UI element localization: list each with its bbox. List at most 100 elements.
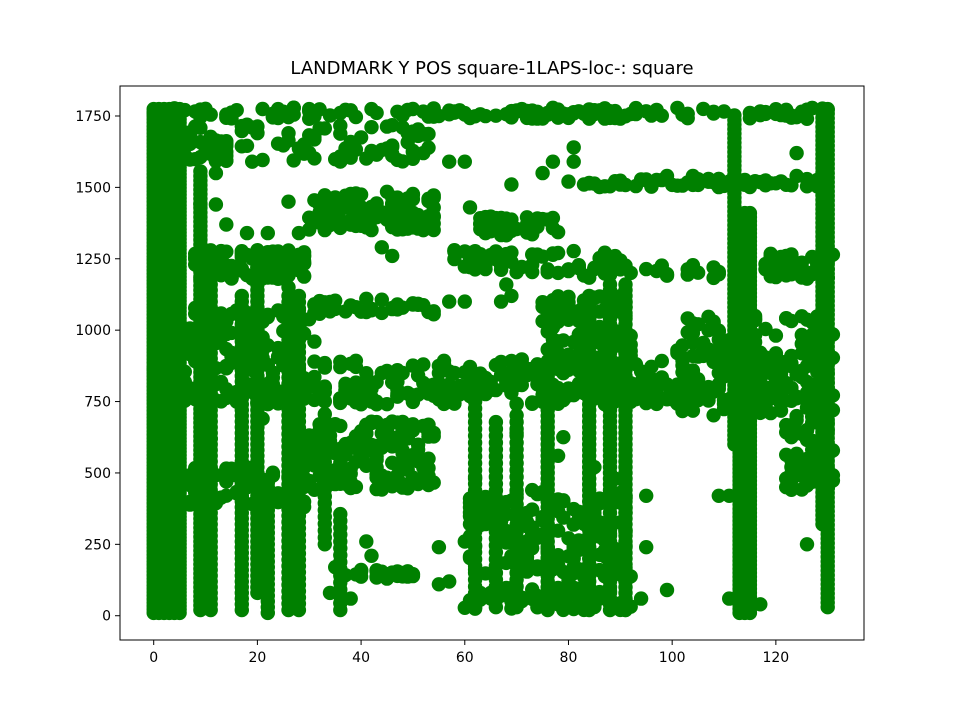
data-point xyxy=(182,381,198,396)
data-point xyxy=(467,471,483,486)
data-point xyxy=(810,322,825,338)
data-point xyxy=(825,402,841,418)
data-point xyxy=(281,469,296,484)
data-point xyxy=(561,301,576,316)
data-point xyxy=(799,537,815,552)
data-point xyxy=(338,382,353,398)
data-point xyxy=(768,328,784,343)
data-point xyxy=(799,312,815,327)
y-tick-label: 0 xyxy=(102,609,111,625)
data-point xyxy=(390,389,405,404)
data-point xyxy=(519,505,535,521)
data-point xyxy=(675,178,690,193)
data-point xyxy=(587,353,602,368)
data-point xyxy=(633,591,649,606)
data-point xyxy=(302,428,317,443)
data-point xyxy=(550,523,566,538)
data-point xyxy=(732,362,747,378)
data-point xyxy=(379,422,395,437)
data-point xyxy=(431,387,447,402)
data-point xyxy=(462,386,478,401)
data-point xyxy=(711,171,726,187)
data-point xyxy=(499,555,514,571)
data-point xyxy=(753,405,768,421)
data-point xyxy=(457,294,472,309)
data-point xyxy=(343,356,358,371)
data-point xyxy=(488,414,504,430)
data-point xyxy=(353,562,369,578)
data-point xyxy=(421,378,436,393)
data-point xyxy=(607,541,623,557)
data-point xyxy=(369,438,384,454)
data-point xyxy=(317,218,332,234)
data-point xyxy=(561,362,576,377)
data-point xyxy=(369,394,384,409)
data-point xyxy=(390,472,405,487)
data-point xyxy=(188,119,203,134)
data-point xyxy=(390,297,405,312)
chart-title: LANDMARK Y POS square-1LAPS-loc-: square xyxy=(290,58,693,79)
data-point xyxy=(374,471,389,487)
data-point xyxy=(416,223,431,238)
data-point xyxy=(245,154,260,169)
data-point xyxy=(690,265,706,280)
data-point xyxy=(431,365,447,381)
data-point xyxy=(328,205,343,220)
data-point xyxy=(535,165,550,181)
data-point xyxy=(773,249,789,265)
data-point xyxy=(359,151,374,166)
data-point xyxy=(556,430,571,445)
data-point xyxy=(333,220,348,236)
data-point xyxy=(488,382,504,398)
data-point xyxy=(405,297,421,312)
data-point xyxy=(281,486,296,502)
data-point xyxy=(587,505,602,521)
data-point xyxy=(525,482,540,498)
data-point xyxy=(784,108,799,123)
data-point xyxy=(385,439,400,454)
data-point xyxy=(747,311,763,326)
data-point xyxy=(265,249,281,264)
data-point xyxy=(426,307,441,322)
data-point xyxy=(540,558,555,574)
data-point xyxy=(447,243,462,258)
data-point xyxy=(685,348,701,364)
data-point xyxy=(576,378,592,393)
data-point xyxy=(768,348,784,364)
data-point xyxy=(504,220,519,235)
data-point xyxy=(156,294,172,309)
data-point xyxy=(566,601,581,617)
data-point xyxy=(504,493,519,508)
data-point xyxy=(592,304,607,319)
data-point xyxy=(291,288,307,304)
data-point xyxy=(799,478,815,493)
data-point xyxy=(193,164,208,179)
data-point xyxy=(255,411,270,426)
data-point xyxy=(478,495,493,510)
data-point xyxy=(182,347,198,362)
data-point xyxy=(343,193,358,208)
data-point xyxy=(561,174,576,189)
data-point xyxy=(690,317,706,332)
data-point xyxy=(535,509,550,525)
data-point xyxy=(302,128,317,143)
data-point xyxy=(193,197,208,212)
data-point xyxy=(338,436,353,452)
data-point xyxy=(462,200,478,215)
data-point xyxy=(385,118,400,133)
data-point xyxy=(773,381,789,396)
data-point xyxy=(509,425,524,441)
x-tick-label: 120 xyxy=(762,650,789,666)
data-point xyxy=(820,463,835,478)
data-point xyxy=(260,338,275,353)
data-point xyxy=(467,601,483,616)
data-point xyxy=(156,370,172,385)
data-point xyxy=(784,459,799,475)
data-point xyxy=(182,136,198,152)
data-point xyxy=(374,365,389,381)
data-point xyxy=(789,408,804,424)
data-point xyxy=(504,288,519,304)
data-point xyxy=(784,313,799,329)
data-point xyxy=(245,378,260,394)
data-point xyxy=(177,148,192,163)
